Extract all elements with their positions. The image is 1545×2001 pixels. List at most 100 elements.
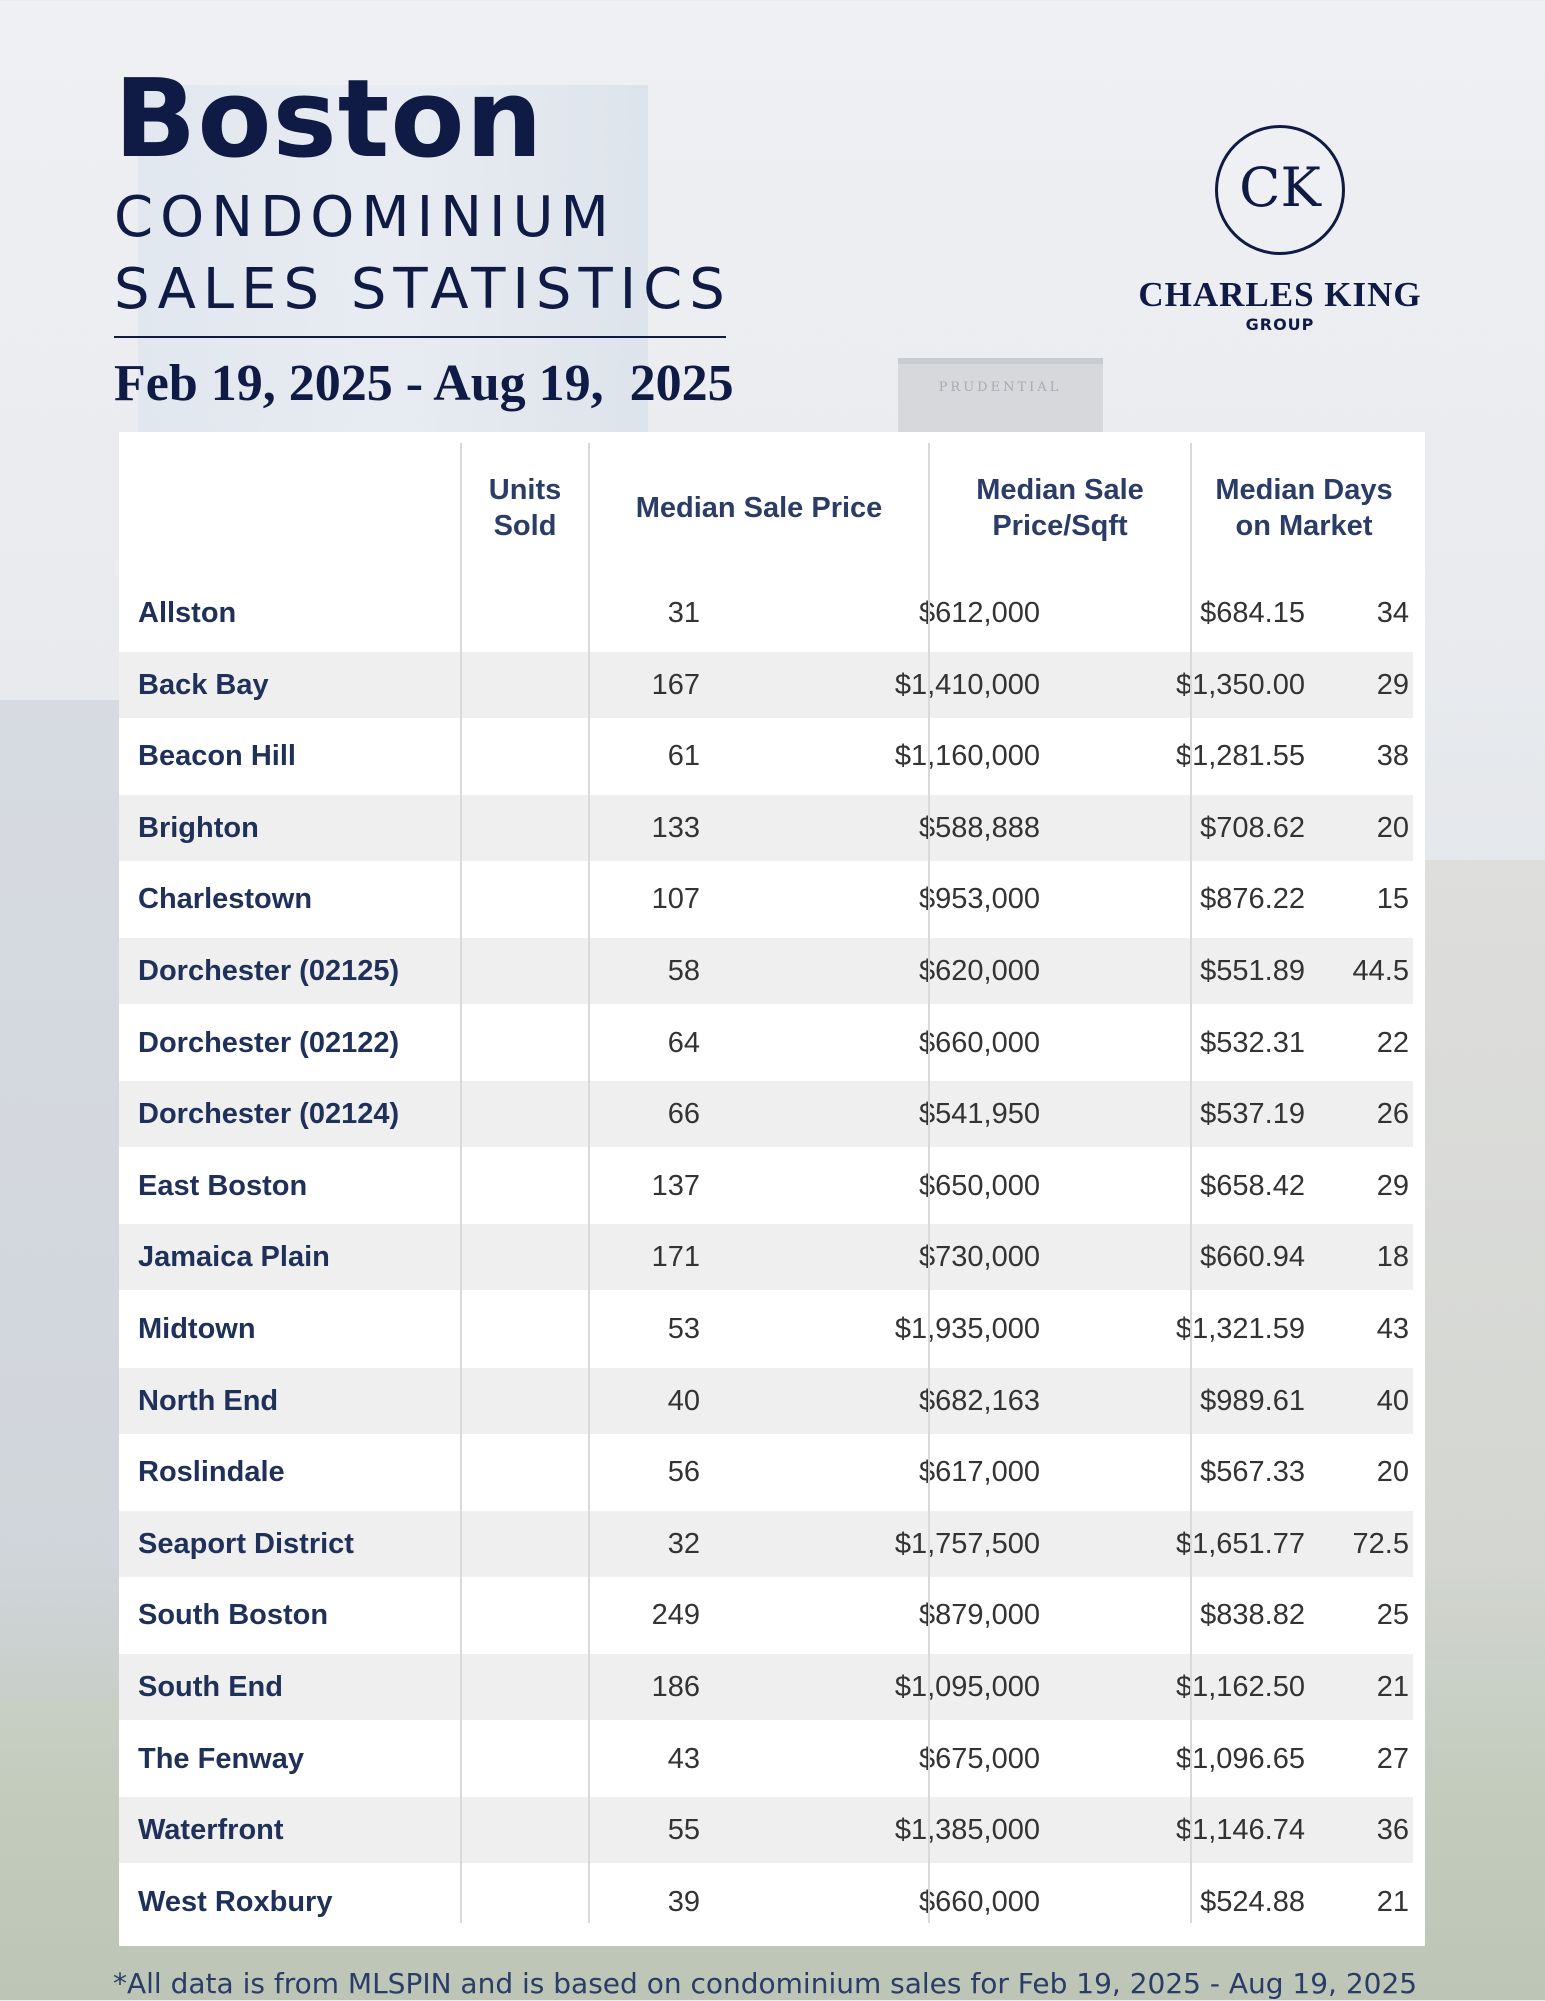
median-price-value: $588,888: [919, 812, 1040, 844]
column-divider: [1190, 443, 1192, 1923]
units-sold-value: 53: [667, 1313, 700, 1345]
price-per-sqft-value: $1,162.50: [1175, 1671, 1305, 1703]
neighborhood-name: South End: [138, 1671, 283, 1703]
column-divider: [460, 443, 462, 1923]
units-sold-value: 56: [667, 1456, 700, 1488]
price-per-sqft-value: $658.42: [1200, 1170, 1305, 1202]
days-on-market-value: 38: [1376, 740, 1409, 772]
table-row: Midtown 53 $1,935,000 $1,321.59 43: [119, 1296, 1413, 1362]
days-on-market-value: 34: [1376, 597, 1409, 629]
price-per-sqft-value: $532.31: [1200, 1027, 1305, 1059]
price-per-sqft-value: $551.89: [1200, 955, 1305, 987]
median-price-value: $1,410,000: [894, 669, 1040, 701]
median-price-value: $1,935,000: [894, 1313, 1040, 1345]
median-price-value: $879,000: [919, 1599, 1040, 1631]
median-price-value: $660,000: [919, 1886, 1040, 1918]
logo-name: CHARLES KING: [1138, 275, 1422, 314]
price-per-sqft-value: $524.88: [1200, 1886, 1305, 1918]
median-price-value: $953,000: [919, 883, 1040, 915]
units-sold-value: 61: [667, 740, 700, 772]
neighborhood-name: South Boston: [138, 1599, 329, 1631]
page-title: Boston: [114, 57, 544, 182]
price-per-sqft-value: $660.94: [1200, 1241, 1305, 1273]
days-on-market-value: 20: [1376, 1456, 1409, 1488]
neighborhood-name: West Roxbury: [138, 1886, 333, 1918]
background-tower-right: [1425, 860, 1545, 1660]
neighborhood-name: Dorchester (02125): [138, 955, 400, 987]
table-row: South Boston 249 $879,000 $838.82 25: [119, 1582, 1413, 1648]
median-price-value: $1,757,500: [894, 1528, 1040, 1560]
median-price-value: $541,950: [919, 1098, 1040, 1130]
neighborhood-name: Allston: [138, 597, 237, 629]
logo-circle: CK: [1215, 125, 1345, 255]
days-on-market-value: 15: [1376, 883, 1409, 915]
price-per-sqft-value: $708.62: [1200, 812, 1305, 844]
days-on-market-value: 20: [1376, 812, 1409, 844]
units-sold-value: 171: [651, 1241, 700, 1273]
subtitle-line-1: CONDOMINIUM: [114, 185, 616, 250]
days-on-market-value: 22: [1376, 1027, 1409, 1059]
column-divider: [588, 443, 590, 1923]
units-sold-value: 39: [667, 1886, 700, 1918]
median-price-value: $1,160,000: [894, 740, 1040, 772]
neighborhood-name: Back Bay: [138, 669, 269, 701]
title-divider: [114, 336, 726, 338]
days-on-market-value: 21: [1376, 1671, 1409, 1703]
median-price-value: $660,000: [919, 1027, 1040, 1059]
neighborhood-name: Brighton: [138, 812, 259, 844]
days-on-market-value: 43: [1376, 1313, 1409, 1345]
column-divider: [928, 443, 930, 1923]
price-per-sqft-value: $1,321.59: [1175, 1313, 1305, 1345]
logo-monogram: CK: [1239, 156, 1321, 219]
units-sold-value: 43: [667, 1743, 700, 1775]
neighborhood-name: Jamaica Plain: [138, 1241, 330, 1273]
days-on-market-value: 29: [1376, 669, 1409, 701]
units-sold-value: 249: [651, 1599, 700, 1631]
price-per-sqft-value: $537.19: [1200, 1098, 1305, 1130]
median-price-value: $650,000: [919, 1170, 1040, 1202]
units-sold-value: 40: [667, 1385, 700, 1417]
days-on-market-value: 40: [1376, 1385, 1409, 1417]
units-sold-value: 55: [667, 1814, 700, 1846]
table-row: Dorchester (02124) 66 $541,950 $537.19 26: [119, 1081, 1413, 1147]
data-source-footnote: *All data is from MLSPIN and is based on…: [113, 1967, 1418, 2000]
table-row: The Fenway 43 $675,000 $1,096.65 27: [119, 1726, 1413, 1792]
median-price-value: $620,000: [919, 955, 1040, 987]
table-row: Waterfront 55 $1,385,000 $1,146.74 36: [119, 1797, 1413, 1863]
median-price-value: $1,385,000: [894, 1814, 1040, 1846]
days-on-market-value: 25: [1376, 1599, 1409, 1631]
neighborhood-name: Beacon Hill: [138, 740, 296, 772]
price-per-sqft-value: $838.82: [1200, 1599, 1305, 1631]
table-row: Beacon Hill 61 $1,160,000 $1,281.55 38: [119, 723, 1413, 789]
table-row: Jamaica Plain 171 $730,000 $660.94 18: [119, 1224, 1413, 1290]
table-row: Back Bay 167 $1,410,000 $1,350.00 29: [119, 652, 1413, 718]
days-on-market-value: 26: [1376, 1098, 1409, 1130]
table-row: Dorchester (02125) 58 $620,000 $551.89 44.5: [119, 938, 1413, 1004]
units-sold-value: 58: [667, 955, 700, 987]
units-sold-value: 186: [651, 1671, 700, 1703]
subtitle-line-2: SALES STATISTICS: [114, 257, 732, 322]
price-per-sqft-value: $1,096.65: [1175, 1743, 1305, 1775]
table-row: Dorchester (02122) 64 $660,000 $532.31 22: [119, 1010, 1413, 1076]
table-row: Brighton 133 $588,888 $708.62 20: [119, 795, 1413, 861]
table-row: West Roxbury 39 $660,000 $524.88 21: [119, 1869, 1413, 1935]
days-on-market-value: 29: [1376, 1170, 1409, 1202]
units-sold-value: 31: [667, 597, 700, 629]
price-per-sqft-value: $684.15: [1200, 597, 1305, 629]
units-sold-value: 107: [651, 883, 700, 915]
header-units-sold: Units Sold: [488, 474, 562, 542]
median-price-value: $675,000: [919, 1743, 1040, 1775]
neighborhood-name: Dorchester (02124): [138, 1098, 400, 1130]
neighborhood-name: Waterfront: [138, 1814, 284, 1846]
units-sold-value: 167: [651, 669, 700, 701]
neighborhood-name: Seaport District: [138, 1528, 354, 1560]
header-median-days-on-market: Median Days on Market: [1215, 474, 1393, 542]
price-per-sqft-value: $1,146.74: [1175, 1814, 1305, 1846]
table-row: Roslindale 56 $617,000 $567.33 20: [119, 1439, 1413, 1505]
logo-tagline: GROUP: [1245, 315, 1315, 334]
neighborhood-name: The Fenway: [138, 1743, 304, 1775]
neighborhood-name: East Boston: [138, 1170, 308, 1202]
background-prudential-tower: [898, 358, 1103, 434]
table-row: Allston 31 $612,000 $684.15 34: [119, 580, 1413, 646]
days-on-market-value: 72.5: [1352, 1528, 1409, 1560]
